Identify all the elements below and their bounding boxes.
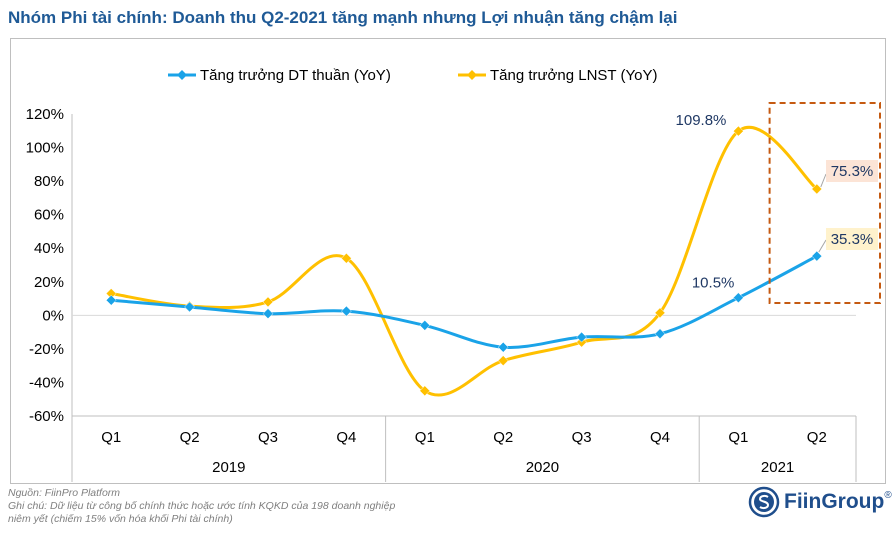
- x-tick-label: Q4: [336, 429, 356, 446]
- data-point-1: [497, 355, 509, 366]
- data-point-0: [576, 331, 587, 343]
- y-tick-label: 0%: [42, 307, 64, 324]
- x-tick-label: Q1: [728, 429, 748, 446]
- data-point-0: [184, 301, 195, 313]
- x-tick-label: Q1: [101, 429, 121, 446]
- year-label: 2019: [212, 459, 245, 476]
- data-point-0: [654, 328, 666, 340]
- year-label: 2021: [761, 459, 794, 476]
- x-tick-label: Q1: [415, 429, 435, 446]
- annotation-leader: [820, 173, 827, 188]
- data-point-0: [497, 341, 509, 353]
- chart-title: Nhóm Phi tài chính: Doanh thu Q2-2021 tă…: [8, 8, 678, 27]
- y-tick-label: -60%: [29, 408, 64, 425]
- data-point-1: [733, 125, 744, 137]
- source-note: Nguồn: FiinPro Platform: [8, 487, 121, 499]
- footnotes: Nguồn: FiinPro Platform Ghi chú: Dữ liệu…: [8, 487, 395, 526]
- series-line-1: [110, 126, 818, 397]
- data-point-1: [262, 296, 274, 308]
- y-tick-label: 20%: [34, 274, 64, 291]
- year-label: 2020: [526, 459, 559, 476]
- x-tick-label: Q2: [807, 429, 827, 446]
- data-point-0: [262, 308, 274, 320]
- data-label: 35.3%: [831, 231, 874, 248]
- x-tick-label: Q2: [493, 429, 513, 446]
- data-point-0: [733, 292, 744, 304]
- y-tick-label: 120%: [26, 106, 64, 123]
- registered-mark: ®: [884, 490, 892, 501]
- data-label: 10.5%: [692, 275, 735, 292]
- x-tick-label: Q3: [258, 429, 278, 446]
- data-point-0: [419, 320, 431, 331]
- annotation-box: [826, 228, 878, 250]
- data-point-0: [811, 250, 823, 262]
- y-tick-label: 60%: [34, 207, 64, 224]
- legend-marker: [467, 70, 477, 80]
- note-line-2: niêm yết (chiếm 15% vốn hóa khối Phi tài…: [8, 513, 233, 525]
- data-point-1: [654, 307, 666, 319]
- data-point-0: [105, 294, 117, 306]
- logo-text: FiinGroup: [784, 490, 885, 513]
- x-tick-label: Q4: [650, 429, 670, 446]
- chart-panel: [10, 38, 886, 484]
- note-line-1: Ghi chú: Dữ liệu từ công bố chính thức h…: [8, 500, 396, 512]
- x-tick-label: Q2: [180, 429, 200, 446]
- fiingroup-logo: FiinGroup ®: [748, 486, 892, 518]
- annotation-box: [826, 160, 878, 182]
- legend-label: Tăng trưởng LNST (YoY): [490, 67, 657, 84]
- highlight-box: [768, 102, 881, 304]
- y-tick-label: -40%: [29, 374, 64, 391]
- data-label: 109.8%: [676, 112, 727, 129]
- data-point-1: [341, 252, 352, 264]
- legend-marker: [177, 70, 187, 80]
- x-tick-label: Q3: [572, 429, 592, 446]
- annotation-leader: [818, 239, 827, 253]
- y-tick-label: -20%: [29, 341, 64, 358]
- data-label: 75.3%: [831, 163, 874, 180]
- data-point-0: [341, 305, 352, 317]
- series-line-0: [111, 254, 818, 349]
- legend-label: Tăng trưởng DT thuần (YoY): [200, 67, 391, 84]
- fiingroup-logo-icon: [748, 486, 780, 518]
- y-tick-label: 40%: [34, 240, 64, 257]
- data-point-1: [811, 183, 823, 195]
- y-tick-label: 80%: [34, 173, 64, 190]
- y-tick-label: 100%: [26, 140, 64, 157]
- data-point-1: [419, 385, 431, 397]
